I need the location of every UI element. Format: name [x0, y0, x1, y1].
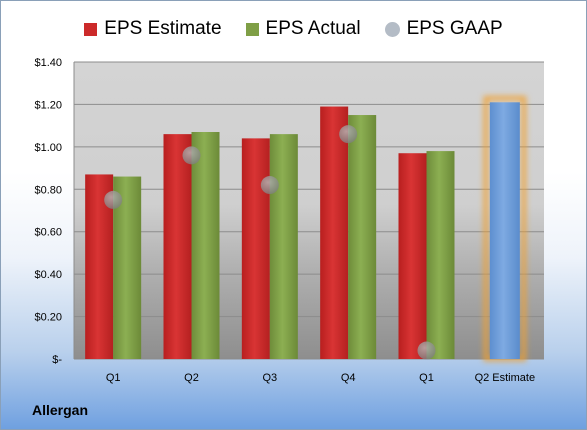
legend-label-eps-actual: EPS Actual — [265, 18, 361, 39]
y-tick-label: $- — [52, 354, 62, 366]
bar-eps-actual — [269, 134, 298, 359]
bar-eps-actual — [426, 151, 455, 359]
bar-eps-estimate — [320, 106, 349, 359]
legend-swatch-eps-actual — [245, 22, 259, 36]
point-eps-gaap — [339, 125, 358, 144]
x-tick-label: Q2 — [184, 372, 199, 384]
legend: EPS Estimate EPS Actual EPS GAAP — [0, 14, 587, 44]
x-tick-label: Q1 — [419, 372, 434, 384]
point-eps-gaap — [260, 176, 279, 195]
x-tick-label: Q4 — [341, 372, 356, 384]
y-tick-label: $1.20 — [34, 99, 62, 111]
legend-item-eps-actual: EPS Actual — [245, 18, 361, 40]
y-tick-label: $0.20 — [34, 312, 62, 324]
bar-eps-estimate — [241, 138, 270, 359]
bar-eps-actual — [348, 115, 377, 360]
bar-q2-estimate — [489, 102, 520, 360]
legend-item-eps-gaap: EPS GAAP — [384, 18, 503, 40]
bar-eps-actual — [191, 132, 220, 359]
point-eps-gaap — [417, 341, 436, 360]
y-tick-label: $0.40 — [34, 269, 62, 281]
x-tick-label: Q2 Estimate — [475, 372, 536, 384]
legend-item-eps-estimate: EPS Estimate — [84, 18, 222, 40]
legend-label-eps-gaap: EPS GAAP — [406, 18, 503, 39]
legend-swatch-eps-gaap — [384, 21, 400, 37]
y-tick-label: $0.60 — [34, 227, 62, 239]
bar-eps-estimate — [163, 134, 192, 359]
gridlines — [74, 61, 544, 360]
legend-swatch-eps-estimate — [84, 22, 98, 36]
x-tick-label: Q3 — [262, 372, 277, 384]
bars — [85, 95, 527, 362]
x-tick-label: Q1 — [106, 372, 121, 384]
plot-area — [74, 62, 544, 359]
y-axis: $- $0.20 $0.40 $0.60 $0.80 $1.00 $1.20 $1.40 — [34, 57, 75, 366]
y-tick-label: $0.80 — [34, 184, 62, 196]
y-tick-label: $1.00 — [34, 142, 62, 154]
point-eps-gaap — [182, 146, 201, 165]
bar-eps-estimate — [398, 153, 427, 359]
y-tick-label: $1.40 — [34, 57, 62, 69]
company-name: Allergan — [32, 402, 89, 418]
legend-label-eps-estimate: EPS Estimate — [104, 18, 222, 39]
point-eps-gaap — [104, 190, 123, 209]
x-axis: Q1 Q2 Q3 Q4 Q1 Q2 Estimate — [106, 372, 535, 384]
gaap-points — [104, 125, 436, 360]
